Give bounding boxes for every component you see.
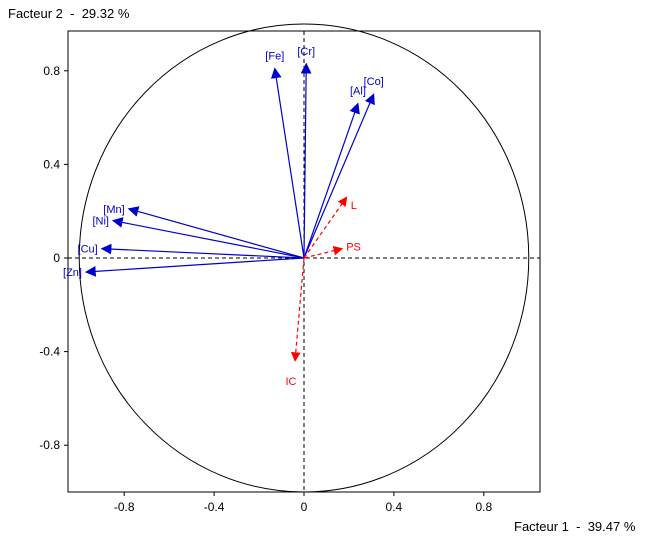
active-vector [84, 257, 305, 277]
active-vector-label: [Co] [364, 76, 384, 88]
active-vector-label: [Cu] [78, 244, 98, 256]
y-tick-label: 0.8 [43, 64, 60, 78]
active-vector-label: [Mn] [103, 204, 124, 216]
active-vector [127, 206, 305, 259]
y-tick-label: -0.8 [39, 438, 60, 452]
x-axis-title: Facteur 1 - 39.47 % [514, 519, 636, 534]
supplementary-vector-label: PS [346, 242, 361, 254]
supplementary-vector-label: L [351, 200, 357, 212]
active-vector-label: [Zn] [63, 267, 82, 279]
active-vector [100, 243, 305, 259]
y-tick-label: -0.4 [39, 345, 60, 359]
y-tick-label: 0.4 [43, 157, 60, 171]
active-vector [303, 102, 360, 259]
y-tick-label: 0 [53, 251, 60, 265]
active-vector [111, 217, 305, 259]
supplementary-vector-label: IC [286, 376, 297, 388]
x-tick-label: 0 [301, 500, 308, 514]
y-axis-title: Facteur 2 - 29.32 % [8, 6, 130, 21]
active-vector-label: [Cr] [297, 46, 315, 58]
supplementary-vector [290, 257, 305, 362]
active-vector-label: [Ni] [92, 216, 109, 228]
active-vector [303, 93, 375, 259]
x-tick-label: 0.4 [386, 500, 403, 514]
x-tick-label: -0.4 [204, 500, 225, 514]
active-vector-label: [Fe] [265, 50, 284, 62]
active-vector [270, 67, 305, 259]
active-vector [300, 62, 312, 258]
x-tick-label: 0.8 [475, 500, 492, 514]
x-tick-label: -0.8 [114, 500, 135, 514]
supplementary-vector [303, 196, 348, 259]
active-vector-label: [Al] [350, 86, 366, 98]
